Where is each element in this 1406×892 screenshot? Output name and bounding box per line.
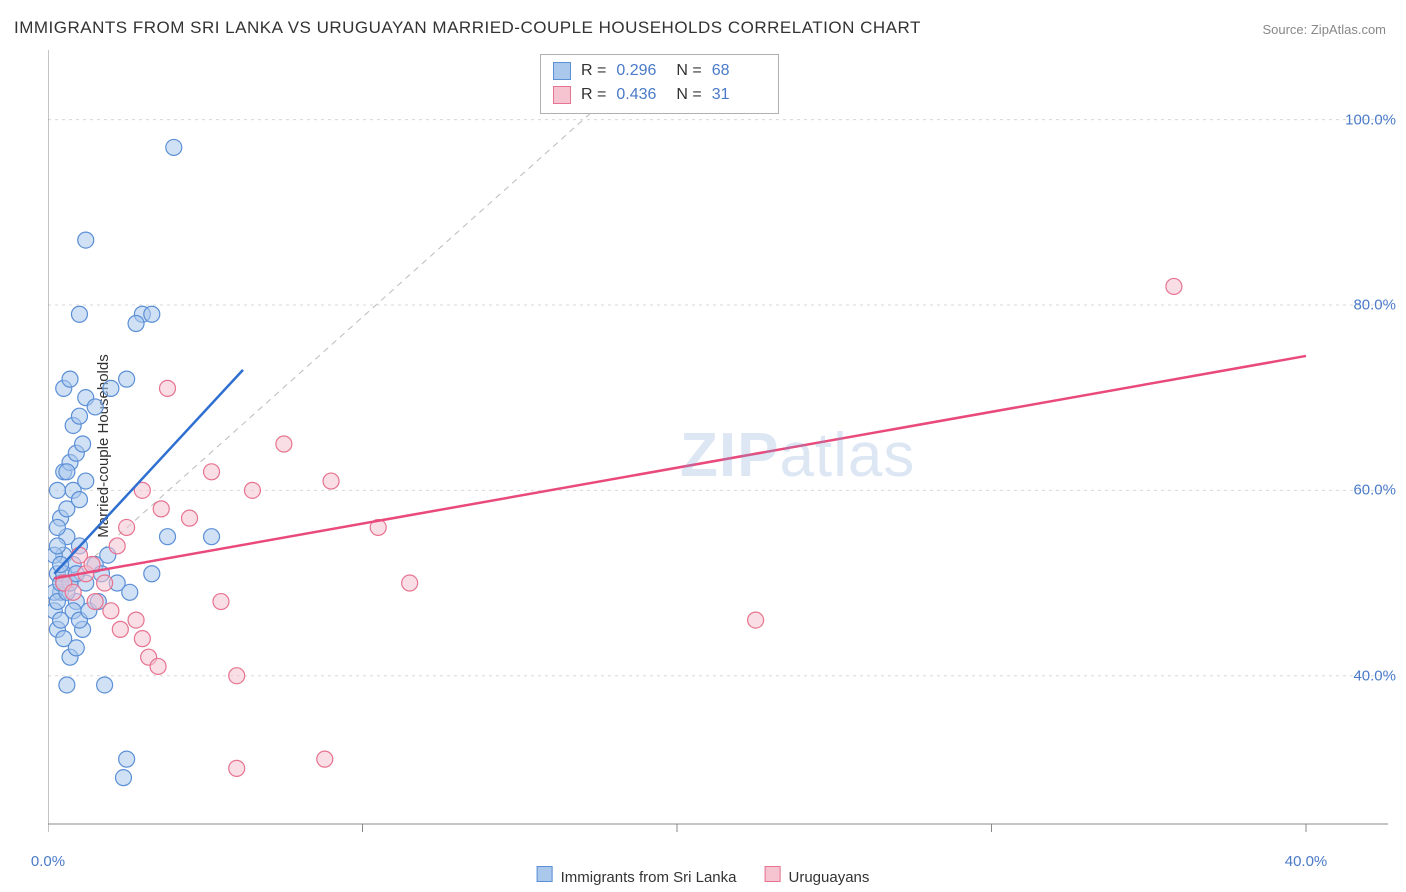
legend-swatch bbox=[537, 866, 553, 882]
chart-title: IMMIGRANTS FROM SRI LANKA VS URUGUAYAN M… bbox=[14, 18, 921, 38]
source-label: Source: ZipAtlas.com bbox=[1262, 22, 1386, 37]
data-point bbox=[87, 399, 103, 415]
data-point bbox=[150, 658, 166, 674]
data-point bbox=[112, 621, 128, 637]
data-point bbox=[71, 492, 87, 508]
y-tick-label: 60.0% bbox=[1353, 482, 1396, 499]
data-point bbox=[317, 751, 333, 767]
data-point bbox=[97, 677, 113, 693]
chart-container: IMMIGRANTS FROM SRI LANKA VS URUGUAYAN M… bbox=[0, 0, 1406, 892]
legend-n-eq: N = bbox=[676, 86, 701, 104]
data-point bbox=[128, 612, 144, 628]
data-point bbox=[119, 751, 135, 767]
legend-n-val: 31 bbox=[712, 86, 762, 104]
data-point bbox=[229, 668, 245, 684]
data-point bbox=[78, 473, 94, 489]
x-legend-item: Uruguayans bbox=[765, 866, 870, 886]
data-point bbox=[122, 584, 138, 600]
data-point bbox=[119, 371, 135, 387]
data-point bbox=[229, 760, 245, 776]
data-point bbox=[65, 584, 81, 600]
data-point bbox=[144, 566, 160, 582]
data-point bbox=[119, 519, 135, 535]
data-point bbox=[49, 519, 65, 535]
data-point bbox=[144, 306, 160, 322]
data-point bbox=[204, 464, 220, 480]
data-point bbox=[204, 529, 220, 545]
legend-row: R = 0.296 N = 68 bbox=[553, 59, 762, 83]
x-tick-label: 40.0% bbox=[1285, 853, 1328, 870]
data-point bbox=[244, 482, 260, 498]
data-point bbox=[103, 380, 119, 396]
legend-r-eq: R = bbox=[581, 62, 606, 80]
data-point bbox=[160, 380, 176, 396]
data-point bbox=[402, 575, 418, 591]
data-point bbox=[115, 770, 131, 786]
data-point bbox=[109, 538, 125, 554]
data-point bbox=[59, 464, 75, 480]
data-point bbox=[87, 594, 103, 610]
y-tick-label: 40.0% bbox=[1353, 667, 1396, 684]
data-point bbox=[97, 575, 113, 591]
legend-swatch bbox=[765, 866, 781, 882]
data-point bbox=[53, 556, 69, 572]
x-legend-item: Immigrants from Sri Lanka bbox=[537, 866, 737, 886]
correlation-legend: R = 0.296 N = 68 R = 0.436 N = 31 bbox=[540, 54, 779, 114]
legend-r-val: 0.436 bbox=[616, 86, 666, 104]
data-point bbox=[323, 473, 339, 489]
data-point bbox=[49, 538, 65, 554]
data-point bbox=[276, 436, 292, 452]
legend-r-eq: R = bbox=[581, 86, 606, 104]
x-tick-label: 0.0% bbox=[31, 853, 65, 870]
legend-n-val: 68 bbox=[712, 62, 762, 80]
legend-row: R = 0.436 N = 31 bbox=[553, 83, 762, 107]
data-point bbox=[160, 529, 176, 545]
legend-n-eq: N = bbox=[676, 62, 701, 80]
data-point bbox=[71, 306, 87, 322]
scatter-svg bbox=[48, 50, 1388, 840]
data-point bbox=[103, 603, 119, 619]
legend-r-val: 0.296 bbox=[616, 62, 666, 80]
legend-swatch bbox=[553, 62, 571, 80]
data-point bbox=[166, 139, 182, 155]
data-point bbox=[153, 501, 169, 517]
data-point bbox=[71, 408, 87, 424]
trend-line bbox=[54, 356, 1306, 578]
data-point bbox=[68, 640, 84, 656]
legend-swatch bbox=[553, 86, 571, 104]
data-point bbox=[182, 510, 198, 526]
data-point bbox=[748, 612, 764, 628]
data-point bbox=[1166, 278, 1182, 294]
data-point bbox=[59, 677, 75, 693]
data-point bbox=[75, 436, 91, 452]
data-point bbox=[128, 316, 144, 332]
data-point bbox=[62, 371, 78, 387]
data-point bbox=[49, 482, 65, 498]
y-tick-label: 100.0% bbox=[1345, 111, 1396, 128]
plot-area bbox=[48, 50, 1388, 840]
y-tick-label: 80.0% bbox=[1353, 296, 1396, 313]
data-point bbox=[213, 594, 229, 610]
series-legend: Immigrants from Sri Lanka Uruguayans bbox=[537, 866, 870, 886]
data-point bbox=[134, 631, 150, 647]
data-point bbox=[78, 232, 94, 248]
